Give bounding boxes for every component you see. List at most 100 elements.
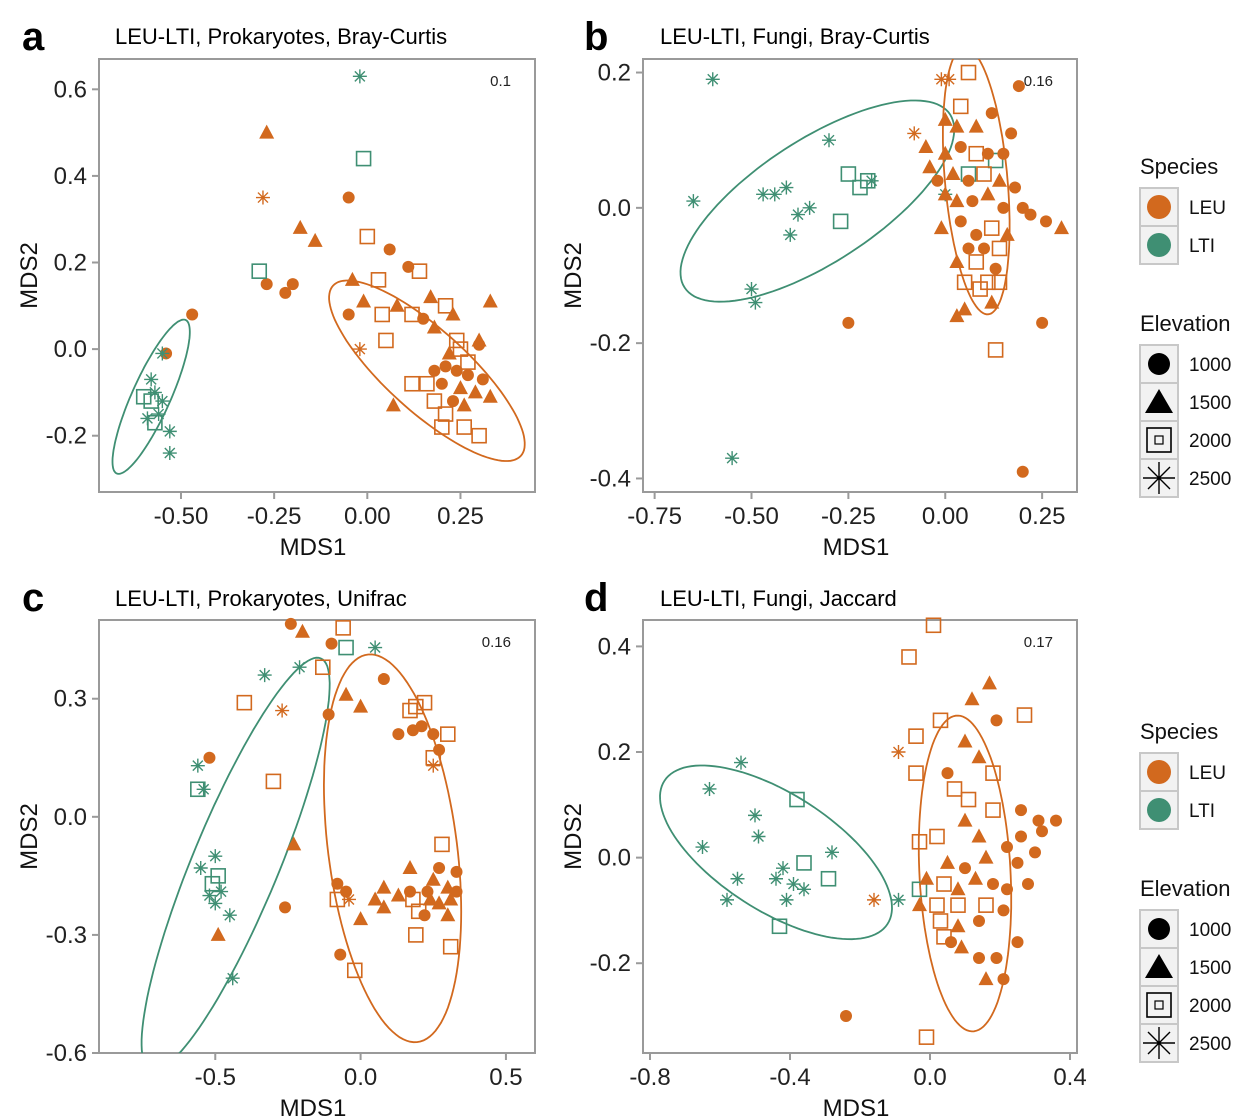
point-leu-square [434,836,450,853]
point-leu-square [434,419,450,435]
point-leu-square [437,406,454,422]
point-leu-triangle [933,220,949,235]
point-leu-square [416,694,433,711]
point-lti-star [208,849,223,864]
point-leu-square [985,765,1001,781]
stress-value: 0.16 [1024,73,1053,90]
point-leu-circle [931,174,944,187]
legend-symbol-circle [1148,918,1170,940]
panel-label-b: b [584,15,608,59]
point-leu-triangle [422,891,438,906]
x-tick-label: 0.0 [913,1064,946,1091]
point-leu-triangle [423,289,439,304]
point-leu-circle [1016,201,1029,214]
point-leu-square [359,228,376,245]
point-leu-circle [1011,856,1024,869]
point-leu-triangle [376,899,392,914]
point-leu-square [976,166,992,182]
point-leu-triangle [353,698,369,713]
point-leu-triangle [912,897,927,912]
legend-label-elevation: 2500 [1189,469,1231,490]
point-leu-square [265,773,282,790]
point-leu-triangle [390,887,406,902]
point-leu-circle [450,865,463,878]
panel-a: a LEU-LTI, Prokaryotes, Bray-Curtis -0.5… [16,15,536,561]
plot-frame [98,58,536,493]
point-lti-star [730,871,745,886]
point-lti-star [783,227,798,242]
point-leu-star [907,126,922,141]
point-leu-triangle [294,623,310,638]
point-lti-star [151,407,166,422]
point-leu-square [929,828,945,845]
point-leu-square [911,833,928,850]
point-leu-triangle [949,308,965,323]
y-axis-label: MDS2 [16,803,43,870]
point-leu-triangle [968,118,984,133]
plot-frame [642,58,1078,493]
x-tick-label: -0.50 [154,503,209,530]
point-leu-circle [476,373,489,386]
point-leu-circle [331,877,344,890]
point-leu-triangle [949,193,965,208]
point-leu-circle [990,714,1003,727]
point-leu-circle [428,364,441,377]
x-tick-label: 0.4 [1053,1064,1086,1091]
point-leu-star [275,703,290,718]
point-leu-square [932,712,949,729]
point-leu-triangle [999,226,1015,241]
legend-key-box [1139,985,1179,1025]
point-lti-square [338,639,354,656]
point-leu-square [456,419,472,435]
point-leu-circle [954,215,967,228]
point-lti-star [352,69,367,84]
point-lti-star [779,180,794,195]
point-leu-triangle [431,895,447,910]
point-leu-circle [284,617,297,630]
point-leu-triangle [957,812,973,827]
legend-bottom: Species LEU LTI Elevation 1000 1500 2000 2500 [1139,719,1231,1063]
point-leu-triangle [440,907,456,922]
point-leu-triangle [949,253,965,268]
point-leu-circle [415,720,428,733]
y-tick-label: -0.2 [590,950,631,977]
x-tick-label: 0.25 [437,503,484,530]
point-lti-star [686,194,701,209]
point-leu-circle [186,308,199,321]
point-lti-square [832,213,849,230]
legend-label-elevation: 1000 [1189,920,1231,941]
point-leu-circle [978,242,990,255]
y-tick-label: 0.6 [54,76,87,103]
point-leu-triangle [957,301,973,316]
panel-title: LEU-LTI, Prokaryotes, Bray-Curtis [115,24,447,49]
point-leu-star [352,342,367,357]
point-lti-square [911,881,928,898]
point-leu-triangle [978,971,994,986]
point-leu-square [471,427,487,444]
x-tick-label: -0.4 [769,1064,810,1091]
legend-swatch-leu [1147,195,1171,219]
point-leu-square [439,726,456,742]
point-lti-square [143,393,159,409]
point-leu-circle [1036,825,1048,838]
point-lti-star [222,908,237,923]
point-leu-circle [962,174,975,187]
point-leu-star [867,892,881,907]
y-tick-label: 0.0 [598,845,631,872]
point-leu-circle [342,191,355,204]
point-leu-circle [997,904,1010,917]
point-leu-square [346,962,363,979]
point-leu-triangle [978,849,994,864]
legend-label-elevation: 2500 [1189,1034,1231,1055]
point-leu-circle [842,316,855,329]
point-leu-square [378,332,394,349]
legend-title-species: Species [1140,719,1218,744]
point-leu-circle [966,195,979,208]
point-leu-triangle [443,891,459,906]
panel-title: LEU-LTI, Fungi, Bray-Curtis [660,24,930,49]
point-leu-circle [1001,883,1013,896]
point-lti-star [225,971,240,986]
point-leu-triangle [292,219,308,234]
point-lti-star [202,888,217,903]
point-lti-star [147,385,162,400]
